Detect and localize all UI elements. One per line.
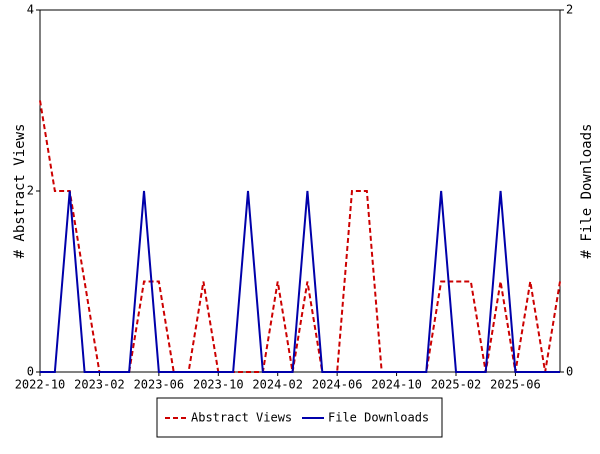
y2-axis-title: # File Downloads	[579, 124, 595, 259]
x-tick-label: 2022-10	[15, 378, 66, 392]
x-tick-label: 2024-02	[252, 378, 303, 392]
series-line	[39, 100, 561, 373]
x-tick-label: 2024-10	[371, 378, 422, 392]
plot-frame	[39, 9, 561, 373]
x-tick-label: 2025-02	[431, 378, 482, 392]
legend-label: Abstract Views	[191, 411, 292, 425]
y-tick-label: 2	[27, 184, 34, 198]
x-tick-label: 2023-06	[134, 378, 185, 392]
x-tick-label: 2025-06	[490, 378, 541, 392]
legend	[156, 397, 443, 438]
x-tick-label: 2023-02	[74, 378, 125, 392]
y-tick-label: 4	[27, 3, 34, 17]
series-line	[40, 190, 560, 373]
x-tick-label: 2023-10	[193, 378, 244, 392]
x-tick-label: 2024-06	[312, 378, 363, 392]
y2-tick-label: 0	[566, 365, 573, 379]
y2-tick-label: 2	[566, 3, 573, 17]
y-tick-label: 0	[27, 365, 34, 379]
y-axis-title: # Abstract Views	[12, 124, 28, 259]
legend-label: File Downloads	[328, 411, 429, 425]
